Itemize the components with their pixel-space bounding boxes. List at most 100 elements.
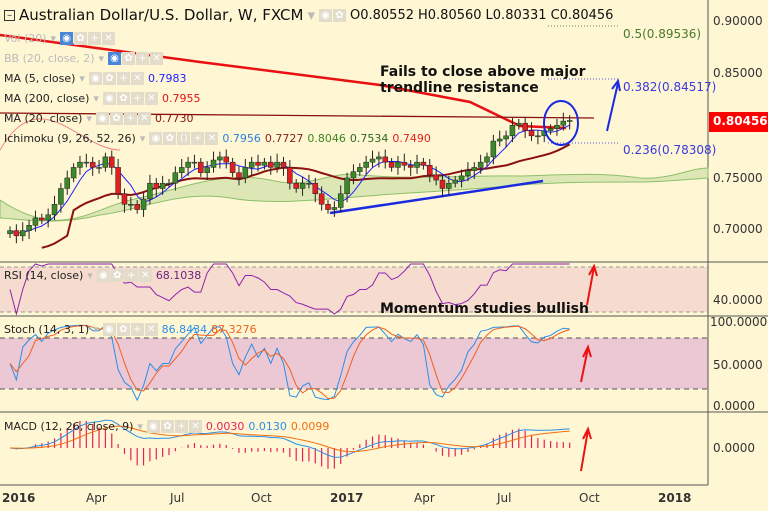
visibility-icon[interactable]: ◉ [319, 8, 332, 22]
gear-icon[interactable]: ✿ [116, 323, 130, 336]
legend-label: Ichimoku (9, 26, 52, 26) [4, 132, 136, 145]
candle [134, 204, 140, 210]
gear-icon[interactable]: ✿ [163, 132, 177, 145]
legend-ma200[interactable]: MA (200, close) ▾ ◉ ✿ + ✕ 0.7955 [4, 92, 201, 105]
candle [261, 161, 268, 166]
candle [350, 171, 357, 179]
close-icon[interactable]: ✕ [138, 269, 152, 282]
support-trendline[interactable] [329, 179, 544, 215]
brackets-icon[interactable]: () [177, 132, 191, 145]
close-icon[interactable]: ✕ [130, 72, 144, 85]
close-icon[interactable]: ✕ [150, 52, 164, 65]
visibility-icon[interactable]: ◉ [95, 112, 109, 125]
gear-icon[interactable]: ✿ [109, 112, 123, 125]
candle [496, 138, 503, 142]
plus-icon[interactable]: + [130, 323, 144, 336]
legend-vol[interactable]: Vol (20) ▾ ◉ ✿ + ✕ [4, 32, 116, 45]
candle [210, 159, 217, 168]
gear-icon[interactable]: ✿ [110, 269, 124, 282]
legend-value: 0.7730 [154, 112, 194, 125]
plus-icon[interactable]: + [124, 269, 138, 282]
candle [357, 167, 363, 172]
candles [7, 112, 573, 244]
visibility-icon[interactable]: ◉ [146, 420, 160, 433]
plus-icon[interactable]: + [191, 132, 205, 145]
close-icon[interactable]: ✕ [144, 92, 158, 105]
visibility-icon[interactable]: ◉ [149, 132, 163, 145]
fib-label-0.236: 0.236(0.78308) [623, 143, 717, 157]
candle [236, 172, 242, 179]
candle [369, 158, 376, 163]
plus-icon[interactable]: + [88, 32, 102, 45]
stoch-band [0, 338, 708, 389]
close-icon[interactable]: ✕ [144, 323, 158, 336]
macd-signal-line [9, 425, 570, 453]
legend-value: 0.7955 [161, 92, 201, 105]
visibility-icon[interactable]: ◉ [88, 72, 102, 85]
visibility-icon[interactable]: ◉ [96, 269, 110, 282]
candle [471, 167, 478, 171]
visibility-icon[interactable]: ◉ [108, 52, 122, 65]
red-up-arrow-icon [580, 344, 592, 383]
candle [58, 188, 64, 205]
visibility-icon[interactable]: ◉ [102, 323, 116, 336]
gear-icon[interactable]: ✿ [74, 32, 88, 45]
chevron-down-icon[interactable]: ▾ [307, 6, 315, 24]
candle [522, 122, 528, 131]
legend-bb[interactable]: BB (20, close, 2) ▾ ◉ ✿ + ✕ [4, 52, 164, 65]
candle [503, 135, 509, 140]
candle [535, 135, 541, 138]
legend-ma20[interactable]: MA (20, close) ▾ ◉ ✿ + ✕ 0.7730 [4, 112, 194, 125]
candle [140, 198, 147, 210]
candle [528, 130, 535, 137]
gear-icon[interactable]: ✿ [102, 72, 116, 85]
candle [83, 161, 90, 164]
candle [242, 167, 249, 179]
legend-stoch[interactable]: Stoch (14, 3, 1) ▾ ◉ ✿ + ✕ 86.8434 87.3276 [4, 323, 257, 336]
annotation-momentum[interactable]: Momentum studies bullish [380, 301, 589, 317]
legend-ma5[interactable]: MA (5, close) ▾ ◉ ✿ + ✕ 0.7983 [4, 72, 187, 85]
time-tick: Apr [414, 491, 435, 505]
legend-rsi[interactable]: RSI (14, close) ▾ ◉ ✿ + ✕ 68.1038 [4, 269, 202, 282]
fib-label-0.5: 0.5(0.89536) [623, 27, 702, 41]
plus-icon[interactable]: + [130, 92, 144, 105]
gear-icon[interactable]: ✿ [116, 92, 130, 105]
legend-ichimoku[interactable]: Ichimoku (9, 26, 52, 26) ▾ ◉ ✿() + ✕ 0.7956 0… [4, 132, 431, 145]
candle [509, 125, 516, 137]
candle [128, 204, 134, 206]
close-icon[interactable]: ✕ [102, 32, 116, 45]
close-icon[interactable]: ✕ [188, 420, 202, 433]
plus-icon[interactable]: + [174, 420, 188, 433]
ohlc-open: O0.80552 [350, 7, 414, 23]
legend-label: RSI (14, close) [4, 269, 84, 282]
plus-icon[interactable]: + [136, 52, 150, 65]
gear-icon[interactable]: ✿ [160, 420, 174, 433]
candle [388, 161, 395, 168]
candle [395, 161, 401, 168]
annotation-trendline[interactable]: Fails to close above major trendline res… [380, 64, 586, 96]
rsi-tick: 40.0000 [713, 293, 763, 307]
candle [223, 156, 229, 163]
red-up-arrow-icon [580, 426, 592, 472]
plus-icon[interactable]: + [116, 72, 130, 85]
visibility-icon[interactable]: ◉ [60, 32, 74, 45]
legend-value: 0.7727 [264, 132, 304, 145]
visibility-icon[interactable]: ◉ [102, 92, 116, 105]
candle [255, 161, 261, 166]
chart-title-row: – Australian Dollar/U.S. Dollar, W, FXCM… [4, 6, 613, 24]
candle [7, 230, 13, 235]
collapse-icon[interactable]: – [4, 9, 15, 21]
candle [427, 165, 433, 176]
plus-icon[interactable]: + [123, 112, 137, 125]
gear-icon[interactable]: ✿ [122, 52, 136, 65]
close-icon[interactable]: ✕ [137, 112, 151, 125]
gear-icon[interactable]: ✿ [333, 8, 346, 22]
close-icon[interactable]: ✕ [205, 132, 219, 145]
candle [102, 156, 109, 168]
candle [446, 182, 452, 189]
candle [344, 177, 350, 194]
candle [414, 161, 420, 168]
symbol-title[interactable]: Australian Dollar/U.S. Dollar, W, FXCM [19, 6, 304, 24]
legend-macd[interactable]: MACD (12, 26, close, 9) ▾ ◉ ✿ + ✕ 0.0030 0.0130… [4, 420, 330, 433]
